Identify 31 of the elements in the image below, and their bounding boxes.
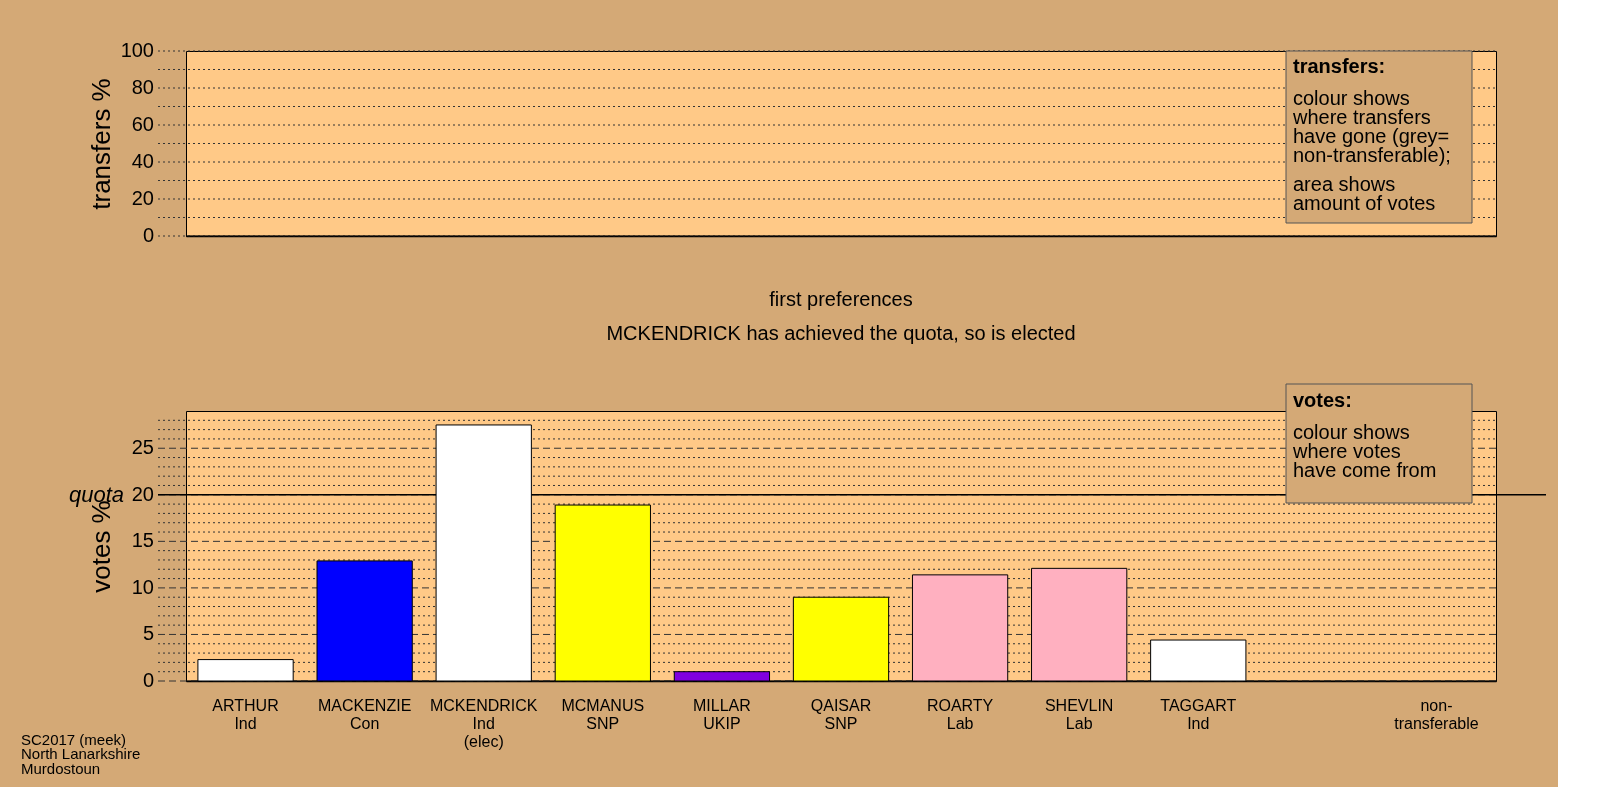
annotation: colour shows where transfers have gone (grey= non-transferable); <box>1292 87 1451 166</box>
y-tick-label: 5 <box>142 622 154 645</box>
y-tick-label: 25 <box>131 436 154 459</box>
y-tick-label: 0 <box>142 669 154 691</box>
annotation: area shows amount of votes <box>1293 173 1436 214</box>
y-tick-label: 40 <box>131 150 154 172</box>
y-tick-label: 10 <box>131 575 154 598</box>
annotation: votes: <box>1293 389 1352 411</box>
x-tick-label: QAISAR SNP <box>810 696 872 732</box>
x-tick-label: ARTHUR Ind <box>212 696 279 732</box>
x-tick-label: MACKENZIE Con <box>317 696 412 732</box>
x-tick-label: ROARTY Lab <box>926 696 994 732</box>
y-axis-title: transfers % <box>85 78 116 210</box>
x-tick-label: MCMANUS SNP <box>561 696 645 732</box>
x-tick-label: non- transferable <box>1394 696 1479 732</box>
y-tick-label: 0 <box>142 224 154 246</box>
x-tick-label: TAGGART Ind <box>1160 696 1237 732</box>
chart-title: first preferences <box>769 287 913 310</box>
x-tick-label: MILLAR UKIP <box>693 696 751 732</box>
annotation: transfers: <box>1293 55 1386 77</box>
x-tick-label: SHEVLIN Lab <box>1044 696 1114 732</box>
annotation: colour shows where votes have come from <box>1292 421 1437 481</box>
y-tick-label: 80 <box>131 76 154 98</box>
y-tick-label: 60 <box>131 113 154 135</box>
y-tick-label: 15 <box>131 529 154 552</box>
y-tick-label: 20 <box>131 482 154 505</box>
y-tick-label: 100 <box>120 39 154 61</box>
chart-subtitle: MCKENDRICK has achieved the quota, so is elected <box>606 321 1076 344</box>
x-tick-label: MCKENDRICK Ind (elec) <box>429 696 538 750</box>
y-tick-label: 20 <box>131 187 154 209</box>
text: SC2017 (meek) North Lanarkshire Murdostoun <box>21 731 141 777</box>
